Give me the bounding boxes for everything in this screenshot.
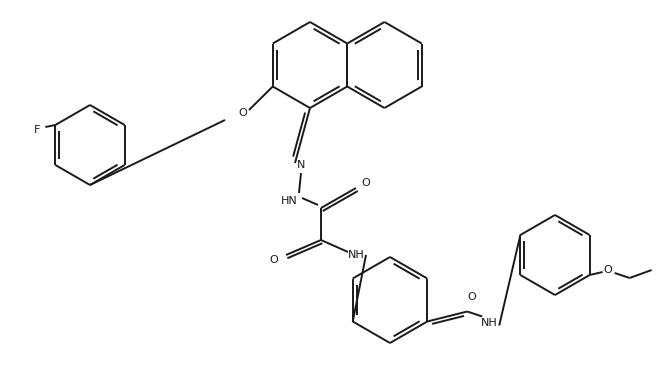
Text: O: O xyxy=(238,108,247,118)
Text: O: O xyxy=(468,293,477,303)
Text: HN: HN xyxy=(280,196,298,206)
Text: O: O xyxy=(270,255,278,265)
Text: N: N xyxy=(297,160,305,170)
Text: NH: NH xyxy=(348,250,364,260)
Text: F: F xyxy=(34,125,41,135)
Text: O: O xyxy=(603,265,612,275)
Text: O: O xyxy=(362,178,370,188)
Text: NH: NH xyxy=(481,319,498,329)
